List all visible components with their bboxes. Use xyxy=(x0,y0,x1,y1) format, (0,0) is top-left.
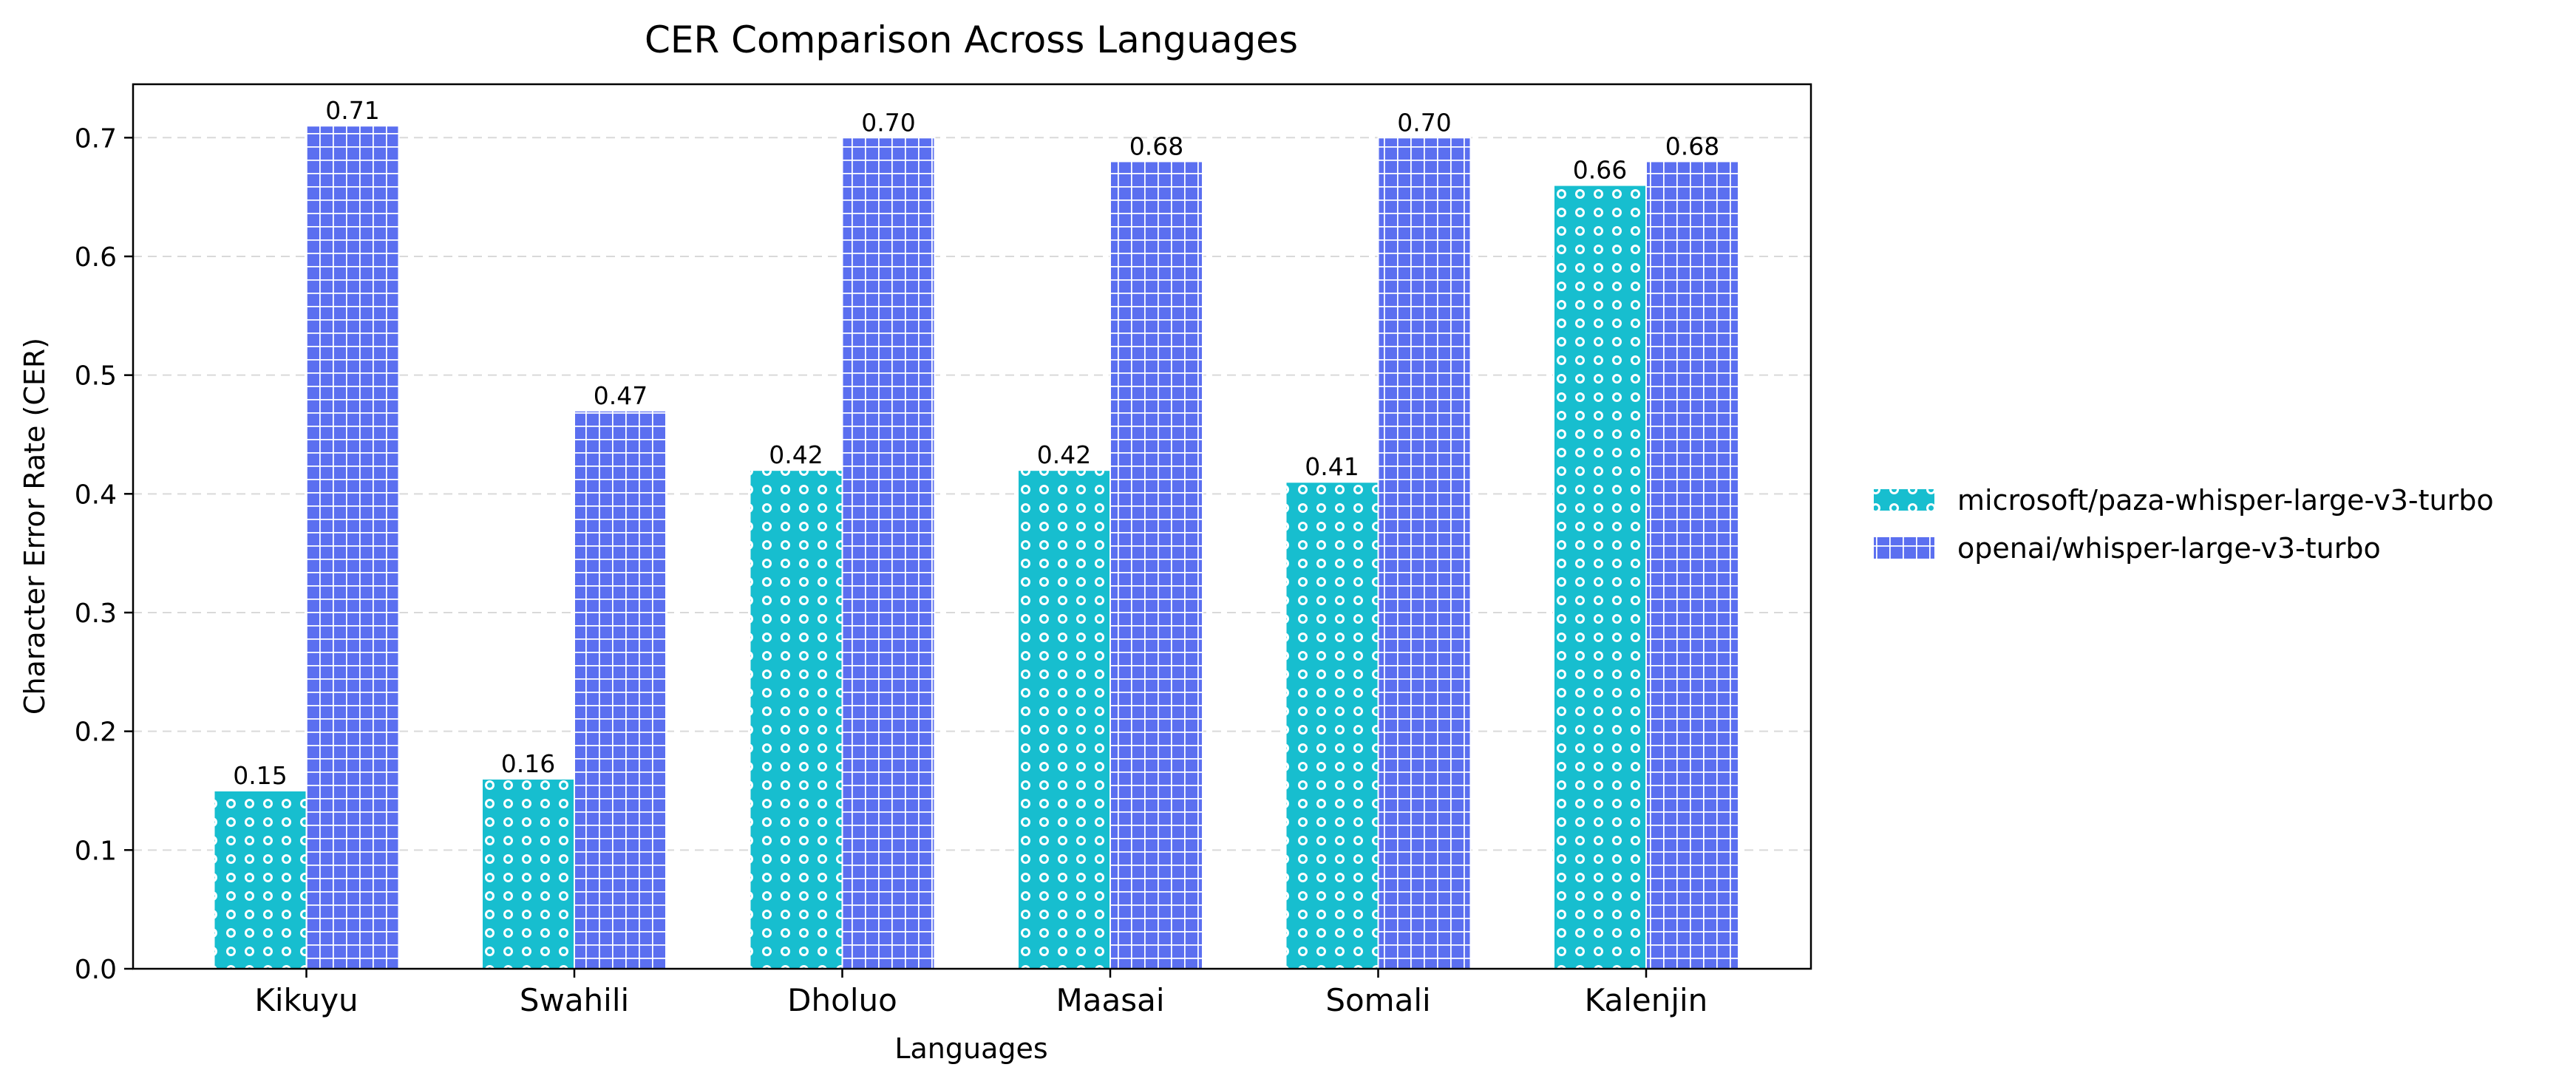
y-gridlines xyxy=(133,137,1811,851)
data-label: 0.68 xyxy=(1129,132,1183,160)
legend-swatch-paza xyxy=(1874,489,1934,511)
legend-label-openai: openai/whisper-large-v3-turbo xyxy=(1957,532,2381,565)
plot-frame xyxy=(132,83,1812,970)
data-label: 0.42 xyxy=(769,440,823,469)
data-label: 0.70 xyxy=(1397,108,1451,137)
y-axis-label: Character Error Rate (CER) xyxy=(18,338,51,715)
bar-paza-dholuo xyxy=(749,469,843,970)
x-tick-label: Swahili xyxy=(520,982,629,1018)
data-labels: 0.15 0.71 0.16 0.47 0.42 0.70 0.42 0.68 0.41 0.70… xyxy=(233,96,1719,790)
y-tick-label: 0.7 xyxy=(75,123,117,154)
data-label: 0.70 xyxy=(861,108,915,137)
bar-paza-kalenjin xyxy=(1553,184,1647,970)
bar-paza-somali xyxy=(1285,481,1379,970)
x-axis-ticks: Kikuyu Swahili Dholuo Maasai Somali Kalenjin xyxy=(254,969,1707,1018)
y-tick-label: 0.1 xyxy=(75,836,117,866)
legend: microsoft/paza-whisper-large-v3-turbo op… xyxy=(1874,484,2494,565)
x-tick-label: Kikuyu xyxy=(254,982,358,1018)
bar-paza-maasai xyxy=(1017,469,1111,970)
bar-openai-swahili xyxy=(574,409,667,970)
legend-label-paza: microsoft/paza-whisper-large-v3-turbo xyxy=(1957,484,2494,517)
y-tick-label: 0.6 xyxy=(75,242,117,273)
data-label: 0.47 xyxy=(594,381,648,410)
data-label: 0.66 xyxy=(1573,156,1627,185)
bar-openai-kikuyu xyxy=(305,125,400,970)
y-tick-label: 0.5 xyxy=(75,361,117,392)
x-tick-label: Dholuo xyxy=(787,982,897,1018)
bar-openai-maasai xyxy=(1109,160,1203,970)
data-label: 0.41 xyxy=(1305,452,1359,481)
data-label: 0.71 xyxy=(325,96,379,125)
y-tick-label: 0.0 xyxy=(75,955,117,985)
x-axis-label: Languages xyxy=(894,1032,1047,1065)
x-tick-label: Kalenjin xyxy=(1585,982,1708,1018)
data-label: 0.68 xyxy=(1665,132,1719,160)
bar-paza-kikuyu xyxy=(213,789,307,970)
data-label: 0.15 xyxy=(233,761,287,790)
x-tick-label: Maasai xyxy=(1056,982,1165,1018)
y-tick-label: 0.4 xyxy=(75,480,117,510)
x-tick-label: Somali xyxy=(1325,982,1430,1018)
bar-openai-kalenjin xyxy=(1645,160,1739,970)
y-axis-ticks: 0.0 0.1 0.2 0.3 0.4 0.5 0.6 0.7 xyxy=(75,123,133,985)
bars xyxy=(213,125,1739,970)
chart-title: CER Comparison Across Languages xyxy=(645,18,1298,61)
y-tick-label: 0.2 xyxy=(75,718,117,748)
legend-swatch-openai xyxy=(1874,537,1934,559)
data-label: 0.16 xyxy=(501,749,555,778)
bar-openai-dholuo xyxy=(841,137,936,970)
data-label: 0.42 xyxy=(1037,440,1091,469)
bar-paza-swahili xyxy=(481,777,575,970)
y-tick-label: 0.3 xyxy=(75,599,117,629)
bar-openai-somali xyxy=(1377,137,1472,970)
